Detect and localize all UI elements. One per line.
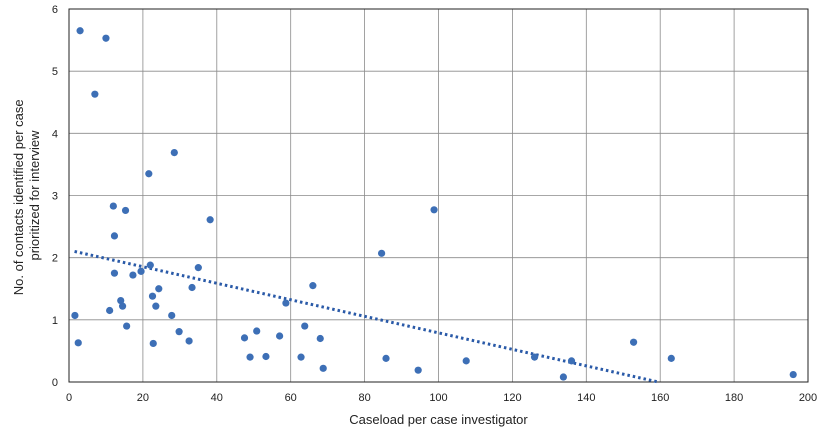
trendline-group <box>74 249 659 384</box>
data-point <box>168 311 176 320</box>
data-point <box>667 354 675 362</box>
data-point <box>301 322 309 330</box>
x-tick-label: 0 <box>66 392 72 404</box>
data-point <box>206 216 214 224</box>
x-tick-label: 160 <box>651 392 669 404</box>
data-point <box>319 364 327 372</box>
data-point <box>71 311 79 320</box>
y-tick-label: 5 <box>52 66 58 78</box>
data-point <box>118 302 127 310</box>
x-tick-label: 60 <box>285 392 297 404</box>
grid-lines <box>68 8 809 383</box>
data-point <box>152 302 160 310</box>
y-axis-title-line-2: prioritized for interview <box>27 130 42 261</box>
data-point <box>430 206 438 214</box>
y-tick-label: 2 <box>52 253 58 265</box>
data-point <box>309 282 317 290</box>
data-point <box>91 90 99 98</box>
data-point <box>137 267 145 275</box>
data-point <box>155 285 163 293</box>
x-tick-label: 80 <box>358 392 370 404</box>
y-axis-ticks: 0 1 2 3 4 5 6 <box>52 4 58 389</box>
y-tick-label: 0 <box>52 377 58 389</box>
trendline <box>74 249 659 384</box>
data-point <box>110 269 119 277</box>
data-point <box>109 202 117 210</box>
y-tick-label: 3 <box>52 191 58 203</box>
data-point <box>253 327 261 335</box>
data-point <box>175 328 183 336</box>
y-tick-label: 6 <box>52 4 58 16</box>
x-axis-title: Caseload per case investigator <box>349 412 528 427</box>
data-point <box>170 149 178 157</box>
x-axis-ticks: 0 20 40 60 80 100 120 140 160 180 200 <box>66 392 817 404</box>
data-point <box>76 27 84 35</box>
data-point <box>316 334 324 343</box>
data-point <box>414 366 422 374</box>
data-point <box>194 264 202 272</box>
data-point <box>240 334 249 342</box>
data-point <box>74 339 82 347</box>
data-point <box>382 354 390 362</box>
x-tick-label: 40 <box>211 392 223 404</box>
x-tick-label: 120 <box>503 392 521 404</box>
data-point <box>106 306 114 315</box>
data-point <box>262 352 270 361</box>
data-point <box>297 353 305 361</box>
data-point <box>185 337 193 345</box>
data-point <box>530 353 539 361</box>
data-point <box>188 283 196 292</box>
y-axis-title-line-1: No. of contacts identified per case <box>11 99 26 295</box>
data-point <box>567 357 576 365</box>
data-point <box>246 353 254 361</box>
data-point <box>282 299 290 307</box>
data-point <box>102 34 110 42</box>
plot-area-border <box>68 8 809 383</box>
data-point <box>148 292 157 300</box>
x-tick-label: 200 <box>799 392 817 404</box>
data-point <box>789 370 797 379</box>
y-tick-label: 1 <box>52 315 58 327</box>
data-point <box>121 206 130 215</box>
data-point <box>462 357 470 365</box>
data-point <box>146 261 154 269</box>
data-point <box>377 249 386 257</box>
data-point <box>123 322 131 330</box>
x-tick-label: 20 <box>137 392 149 404</box>
data-point <box>559 373 567 381</box>
data-point <box>629 338 638 346</box>
data-points <box>71 27 797 381</box>
y-axis-title: No. of contacts identified per case prio… <box>11 96 42 295</box>
data-point <box>110 232 119 240</box>
x-tick-label: 180 <box>725 392 743 404</box>
data-point <box>129 271 137 279</box>
data-point <box>117 296 125 305</box>
x-tick-label: 100 <box>429 392 447 404</box>
data-point <box>276 332 284 340</box>
y-tick-label: 4 <box>52 128 58 140</box>
data-point <box>145 170 153 178</box>
x-tick-label: 140 <box>577 392 595 404</box>
data-point <box>149 339 157 348</box>
